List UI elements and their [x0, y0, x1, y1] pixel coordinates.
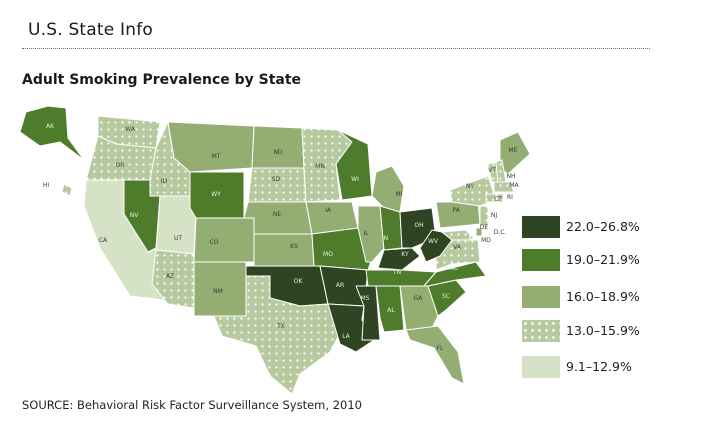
state-label-ma: MA [509, 182, 519, 189]
state-ri [496, 193, 504, 203]
state-ny [449, 175, 497, 207]
state-label-vt: VT [488, 167, 496, 174]
legend-label: 19.0–21.9% [566, 252, 640, 267]
legend-swatch [522, 320, 560, 342]
legend-item: 16.0–18.9% [522, 286, 682, 308]
state-label-al: AL [387, 307, 395, 314]
state-label-nh: NH [507, 173, 516, 180]
state-in [379, 205, 403, 251]
legend-item: 9.1–12.9% [522, 356, 682, 378]
state-ks [253, 233, 315, 267]
state-mt [167, 121, 255, 173]
state-ma [493, 181, 515, 193]
state-label-ok: OK [294, 278, 304, 285]
state-label-co: CO [210, 239, 219, 246]
state-ct [485, 193, 497, 203]
state-label-tn: TN [392, 269, 401, 276]
state-label-md: MD [481, 237, 491, 244]
state-nc [423, 261, 487, 287]
legend-item: 22.0–26.8% [522, 216, 682, 238]
state-label-ri: RI [507, 194, 513, 201]
state-label-ny: NY [466, 183, 474, 190]
state-label-nc: NC [450, 265, 459, 272]
title-divider [22, 48, 650, 49]
state-ak [19, 105, 85, 161]
state-label-il: IL [363, 230, 369, 237]
state-nd [251, 125, 305, 169]
state-label-ne: NE [273, 211, 281, 218]
state-label-de: DE [480, 224, 489, 231]
state-co [193, 217, 255, 263]
state-sd [247, 167, 307, 203]
legend-swatch [522, 356, 560, 378]
state-label-ar: AR [336, 282, 344, 289]
state-label-id: ID [161, 178, 168, 185]
legend-swatch [522, 286, 560, 308]
state-label-va: VA [453, 244, 462, 251]
state-label-ut: UT [174, 235, 182, 242]
state-de [475, 227, 483, 237]
state-label-oh: OH [414, 222, 423, 229]
state-dc [469, 235, 474, 240]
map-title: Adult Smoking Prevalence by State [22, 72, 302, 88]
state-label-ca: CA [99, 237, 108, 244]
state-label-in: IN [382, 235, 388, 242]
state-ky [377, 247, 421, 271]
state-label-az: AZ [166, 273, 174, 280]
state-label-nm: NM [213, 288, 223, 295]
legend-swatch [522, 249, 560, 271]
state-nj [479, 205, 489, 227]
state-label-nd: ND [273, 149, 282, 156]
state-ne [243, 201, 313, 235]
state-al [375, 285, 405, 333]
source-note: SOURCE: Behavioral Risk Factor Surveilla… [22, 398, 362, 412]
state-mi [371, 165, 405, 213]
state-label-mn: MN [315, 163, 325, 170]
legend-label: 16.0–18.9% [566, 289, 640, 304]
state-az [151, 249, 195, 309]
legend-label: 9.1–12.9% [566, 359, 632, 374]
state-label-wa: WA [125, 126, 136, 133]
state-label-hi: HI [43, 182, 50, 189]
state-label-wi: WI [351, 176, 359, 183]
state-ga [399, 285, 439, 331]
state-label-or: OR [116, 162, 125, 169]
state-label-ks: KS [290, 243, 298, 250]
state-label-ms: MS [361, 295, 370, 302]
state-label-ct: CT [494, 196, 502, 203]
state-label-ia: IA [325, 207, 332, 214]
state-label-tx: TX [276, 323, 285, 330]
page-title: U.S. State Info [28, 20, 154, 40]
state-wi [335, 129, 373, 201]
state-label-ga: GA [414, 295, 424, 302]
state-label-mt: MT [212, 153, 221, 160]
legend-item: 19.0–21.9% [522, 249, 682, 271]
state-label-wy: WY [211, 191, 221, 198]
state-pa [435, 201, 481, 229]
legend-item: 13.0–15.9% [522, 320, 682, 342]
state-label-me: ME [509, 147, 518, 154]
legend-swatch [522, 216, 560, 238]
state-label-mi: MI [396, 191, 403, 198]
legend-label: 13.0–15.9% [566, 323, 640, 338]
state-ms [355, 285, 381, 341]
state-label-sc: SC [442, 293, 450, 300]
state-label-nv: NV [130, 212, 139, 219]
state-label-wv: WV [428, 238, 439, 245]
state-label-pa: PA [452, 207, 460, 214]
state-label-fl: FL [437, 345, 444, 352]
state-label-sd: SD [272, 176, 281, 183]
state-tx [213, 275, 345, 395]
state-label-ky: KY [401, 251, 409, 258]
state-label-mo: MO [323, 251, 333, 258]
state-md [441, 229, 475, 241]
state-label-nj: NJ [491, 212, 497, 219]
state-fl [405, 325, 465, 385]
legend-label: 22.0–26.8% [566, 219, 640, 234]
state-hi [61, 183, 73, 197]
state-label-dc: D.C. [494, 229, 507, 236]
state-label-ak: AK [46, 123, 55, 130]
state-label-la: LA [342, 333, 350, 340]
